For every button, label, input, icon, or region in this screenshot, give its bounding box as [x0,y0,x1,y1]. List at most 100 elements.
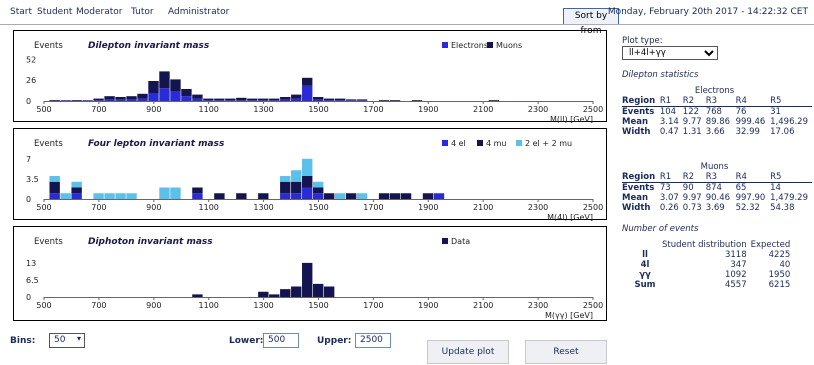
y-axis-label: Events [34,237,63,247]
x-tick-label: 2100 [473,105,493,114]
x-tick-label: 700 [91,301,106,310]
x-tick-label: 1900 [418,105,438,114]
row-label: Events [622,183,655,193]
y-tick-label: 0 [26,293,31,302]
header-divider [0,24,814,25]
y-tick-label: 0 [26,97,31,106]
plot-type-label: Plot type: [622,36,663,46]
bar [170,91,181,101]
bar [236,193,247,199]
bar [60,100,71,101]
legend-swatch [442,140,448,146]
x-tick-label: 2500 [583,301,603,310]
x-tick-label: 1500 [308,203,328,212]
bar [236,97,247,101]
lower-input[interactable]: 500 [263,333,299,348]
bar [236,100,247,101]
cell: 1092 [724,270,747,280]
update-plot-button[interactable]: Update plot [427,340,509,364]
bins-select[interactable]: 50 ▾ [49,333,85,348]
bar [400,193,412,199]
x-axis-label: M(γγ) [GeV] [545,311,593,320]
x-tick-label: 1100 [199,301,219,310]
bar [170,187,181,199]
muons-caption: Muons [700,162,729,172]
col-header: R3 [705,172,736,183]
bar [49,100,60,101]
bar [313,97,324,100]
bar [302,85,313,101]
bar [192,187,203,194]
bar [269,98,280,101]
row-label: Sum [634,280,656,290]
bar [269,100,280,101]
nav-tutor-link[interactable]: Tutor [131,7,154,17]
cell: 0.26 [659,203,679,213]
cell: 89.86 [705,117,731,127]
col-header: Student distribution [662,240,747,250]
bar [71,181,82,188]
bar [356,99,368,101]
electrons-stats: Electrons Region R1 R2 R3 R4 R5 Events 1… [622,86,812,137]
upper-input[interactable]: 2500 [355,333,391,348]
bar [49,181,60,194]
reset-button[interactable]: Reset [525,340,607,364]
col-header: Region [622,172,660,183]
bins-value: 50 [54,335,66,345]
upper-label: Upper: [317,336,352,346]
four-lepton-chart: Events Four lepton invariant mass 4 el 4 mu… [26,139,603,221]
col-header: R4 [735,96,771,107]
bar [291,286,302,297]
nav-moderator-link[interactable]: Moderator [76,7,123,17]
cell: 65 [735,183,747,193]
bar [93,193,104,199]
bar [115,97,126,100]
bar [203,100,214,101]
col-header: R5 [770,96,812,107]
cell: 4557 [724,280,747,290]
cell: 1,496.29 [770,117,808,127]
bar [313,283,324,298]
legend-label: Data [451,237,470,246]
cell: 874 [705,183,722,193]
plot-type-select[interactable]: ll+4l+γγ [622,46,718,60]
bar [302,77,313,86]
table-row: 4l 347 40 [628,260,792,270]
table-row: ll 3118 4225 [628,250,792,260]
row-label: γγ [639,270,651,280]
bar [280,289,291,298]
cell: 4225 [768,250,791,260]
x-tick-label: 1700 [363,105,383,114]
dilepton-statistics-label: Dilepton statistics [622,70,699,80]
bar [291,193,302,199]
cell: 3.07 [659,193,679,203]
cell: 347 [730,260,747,270]
statistics-panel: Plot type: ll+4l+γγ Dilepton statistics … [622,36,812,290]
row-label: Width [622,203,651,213]
bar [258,193,269,199]
bar [280,176,291,182]
x-tick-label: 1300 [253,301,273,310]
bar [345,100,357,101]
x-axis-label: M(ll) [GeV] [550,115,593,123]
x-tick-label: 2100 [473,301,493,310]
bar [71,187,82,194]
nav-start-link[interactable]: Start [10,7,32,17]
x-tick-label: 1300 [253,105,273,114]
y-axis-label: Events [34,139,63,149]
bins-label: Bins: [10,336,36,346]
col-header: Expected [750,240,791,250]
y-axis-label: Events [34,41,63,51]
bar [93,100,104,101]
cell: 3.14 [659,117,679,127]
nav-student-link[interactable]: Student [37,7,73,17]
y-tick-label: 26 [26,76,36,85]
bar [71,100,82,101]
table-row: Events 104 122 768 76 31 [622,107,812,117]
nav-administrator-link[interactable]: Administrator [168,7,230,17]
cell: 1,479.29 [770,193,808,203]
dilepton-chart: Events Dilepton invariant mass Electrons Mu… [26,41,603,123]
bar [115,99,126,101]
bar [313,193,324,199]
col-header: R5 [770,172,812,183]
